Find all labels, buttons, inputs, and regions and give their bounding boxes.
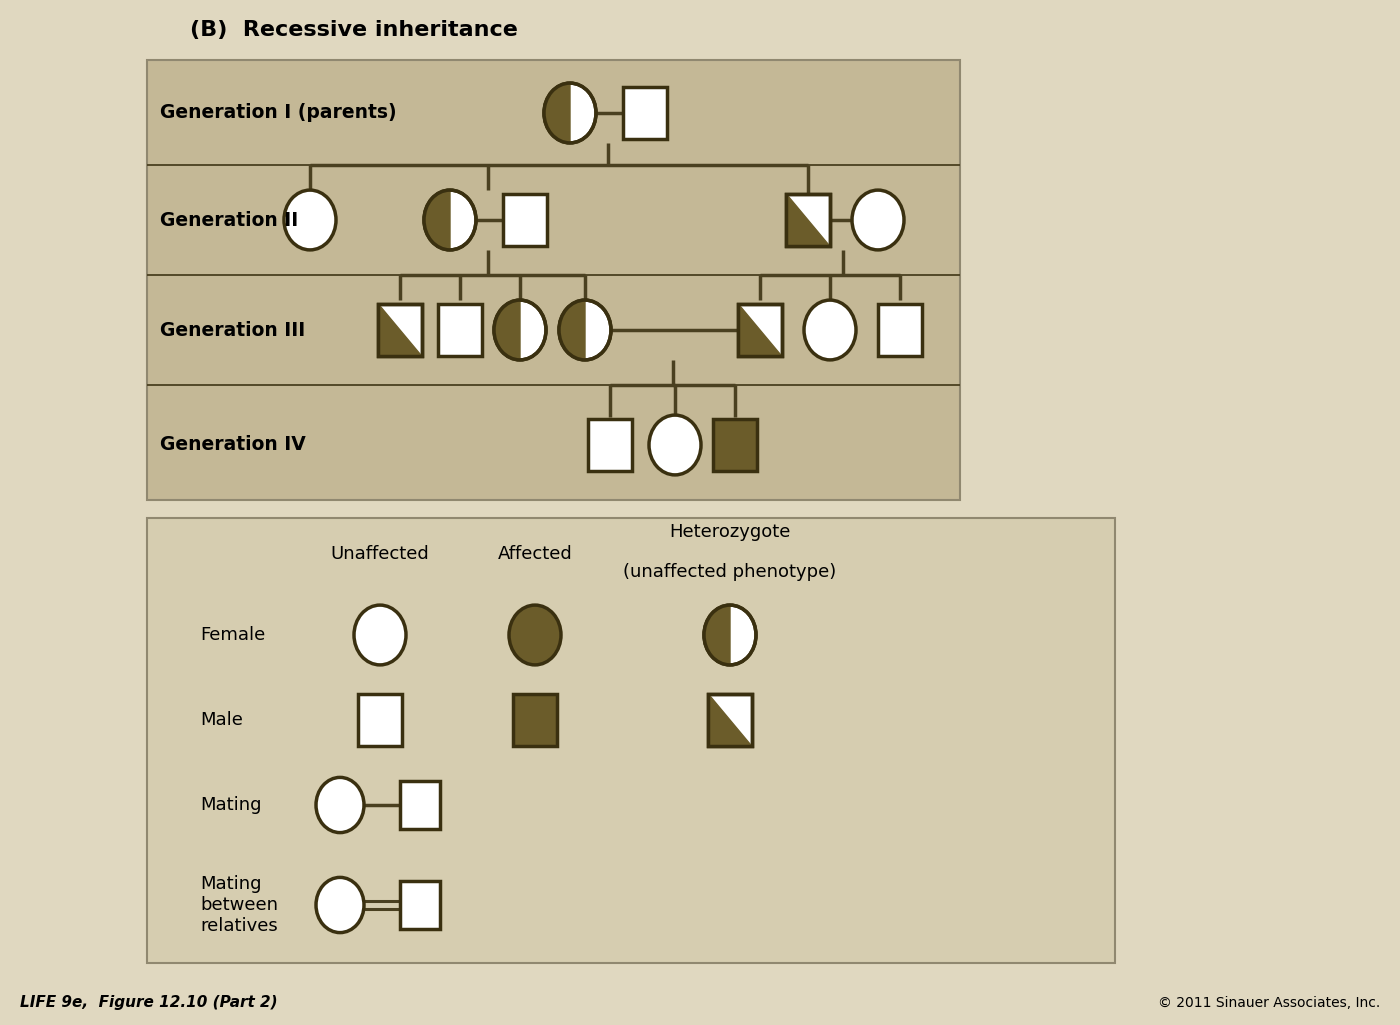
Text: Mating: Mating [200, 796, 262, 814]
Bar [378, 303, 421, 357]
Bar [588, 418, 631, 472]
Text: Heterozygote: Heterozygote [669, 523, 791, 541]
Polygon shape [559, 300, 585, 360]
Ellipse shape [650, 415, 701, 475]
Bar [878, 303, 923, 357]
Ellipse shape [494, 300, 546, 360]
Text: Mating
between
relatives: Mating between relatives [200, 875, 279, 935]
Bar [400, 882, 440, 929]
Text: Unaffected: Unaffected [330, 545, 430, 563]
Bar [358, 694, 402, 746]
Polygon shape [738, 303, 783, 357]
Ellipse shape [354, 605, 406, 665]
Polygon shape [494, 300, 519, 360]
Ellipse shape [316, 777, 364, 832]
Ellipse shape [559, 300, 610, 360]
Ellipse shape [804, 300, 855, 360]
Bar [438, 303, 482, 357]
Bar [785, 194, 830, 246]
Bar [785, 194, 830, 246]
Polygon shape [708, 694, 752, 746]
Ellipse shape [853, 190, 904, 250]
Text: Generation III: Generation III [160, 321, 305, 339]
Text: (B)  Recessive inheritance: (B) Recessive inheritance [190, 20, 518, 40]
Ellipse shape [284, 190, 336, 250]
Bar [708, 694, 752, 746]
Text: Affected: Affected [497, 545, 573, 563]
Text: Female: Female [200, 626, 265, 644]
Bar [400, 781, 440, 829]
Bar [147, 60, 960, 500]
Bar [713, 418, 757, 472]
Ellipse shape [704, 605, 756, 665]
Bar [378, 303, 421, 357]
Ellipse shape [545, 83, 596, 142]
Text: Generation II: Generation II [160, 210, 298, 230]
Bar [738, 303, 783, 357]
Text: (unaffected phenotype): (unaffected phenotype) [623, 563, 837, 581]
Text: Generation IV: Generation IV [160, 436, 305, 454]
Polygon shape [545, 83, 570, 142]
Text: Generation I (parents): Generation I (parents) [160, 104, 396, 123]
Bar [738, 303, 783, 357]
Bar [503, 194, 547, 246]
Bar [147, 518, 1114, 964]
Ellipse shape [316, 877, 364, 933]
Ellipse shape [424, 190, 476, 250]
Text: LIFE 9e,  Figure 12.10 (Part 2): LIFE 9e, Figure 12.10 (Part 2) [20, 995, 277, 1011]
Polygon shape [704, 605, 729, 665]
Ellipse shape [510, 605, 561, 665]
Bar [512, 694, 557, 746]
Text: Male: Male [200, 711, 242, 729]
Polygon shape [785, 194, 830, 246]
Text: © 2011 Sinauer Associates, Inc.: © 2011 Sinauer Associates, Inc. [1158, 996, 1380, 1010]
Polygon shape [424, 190, 449, 250]
Bar [623, 86, 666, 139]
Bar [708, 694, 752, 746]
Polygon shape [378, 303, 421, 357]
